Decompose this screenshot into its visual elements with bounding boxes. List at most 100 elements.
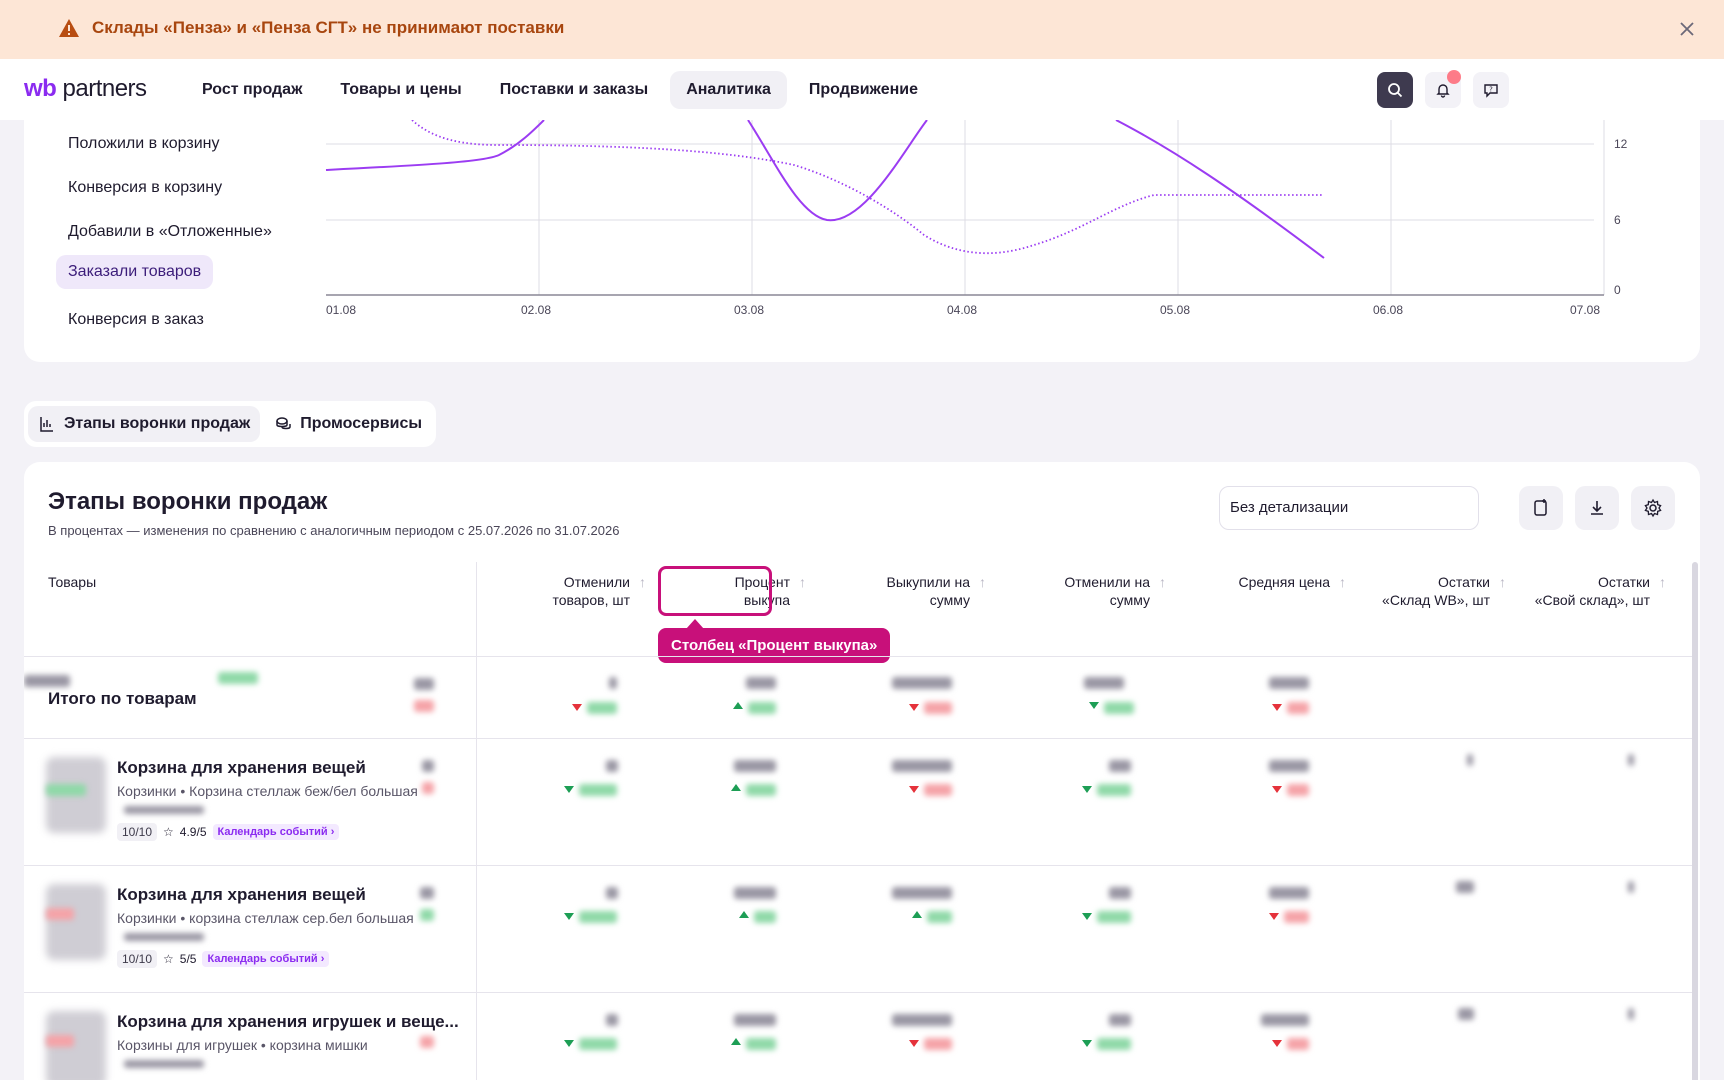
column-highlight bbox=[658, 566, 772, 616]
download-icon bbox=[1591, 501, 1603, 515]
blurred-value bbox=[734, 887, 776, 899]
x-tick-label: 01.08 bbox=[326, 303, 356, 317]
trend-up-arrow-icon bbox=[564, 786, 574, 793]
col-cancelled-qty[interactable]: Отменили товаров, шт ↑ bbox=[552, 574, 646, 608]
table-subtitle: В процентах — изменения по сравнению с а… bbox=[48, 523, 620, 538]
blurred-value bbox=[892, 677, 952, 689]
tab-funnel-stages[interactable]: Этапы воронки продаж bbox=[28, 406, 261, 442]
section-tabs: Этапы воронки продаж Промосервисы bbox=[24, 401, 437, 447]
column-tooltip: Столбец «Процент выкупа» bbox=[658, 619, 891, 663]
blurred-value bbox=[24, 675, 70, 687]
blurred-value bbox=[606, 1014, 618, 1026]
nav-sales-growth[interactable]: Рост продаж bbox=[202, 81, 303, 98]
download-button[interactable] bbox=[1575, 486, 1619, 530]
notifications-button[interactable] bbox=[1425, 70, 1461, 108]
trend-down-arrow-icon bbox=[1272, 1040, 1282, 1047]
y-tick-label: 0 bbox=[1614, 283, 1621, 297]
blurred-value bbox=[1109, 760, 1131, 772]
y-tick-label: 6 bbox=[1614, 213, 1621, 227]
trend-down-arrow-icon bbox=[909, 786, 919, 793]
blurred-value bbox=[420, 1036, 434, 1048]
trend-down-arrow-icon bbox=[909, 1040, 919, 1047]
blurred-value bbox=[579, 911, 617, 923]
event-calendar-link[interactable]: Календарь событий › bbox=[212, 824, 340, 840]
nav-products-prices[interactable]: Товары и цены bbox=[340, 81, 462, 98]
product-category: Корзины для игрушек • корзина мишки bbox=[117, 1037, 368, 1053]
blurred-value bbox=[746, 677, 776, 689]
close-icon[interactable] bbox=[1677, 19, 1697, 39]
blurred-value bbox=[748, 702, 776, 714]
trend-up-arrow-icon bbox=[1089, 702, 1099, 709]
blurred-value bbox=[1104, 702, 1134, 714]
trend-down-arrow-icon bbox=[1272, 786, 1282, 793]
table-scrollbar[interactable] bbox=[1692, 562, 1698, 1080]
metric-cart-conversion[interactable]: Конверсия в корзину bbox=[68, 179, 223, 196]
blurred-value bbox=[1287, 784, 1309, 796]
detail-select[interactable]: Без детализации bbox=[1219, 486, 1479, 530]
blurred-value bbox=[606, 760, 618, 772]
gear-icon bbox=[1644, 498, 1662, 518]
blurred-value bbox=[1287, 702, 1309, 714]
metric-added-to-cart[interactable]: Положили в корзину bbox=[68, 135, 220, 152]
blurred-value bbox=[1284, 911, 1309, 923]
product-meta: 10/10 ☆ 4.9/5 Календарь событий › bbox=[117, 823, 340, 841]
sort-arrow-icon: ↑ bbox=[639, 574, 646, 590]
blurred-value bbox=[1109, 887, 1131, 899]
metric-order-conversion[interactable]: Конверсия в заказ bbox=[68, 311, 204, 328]
blurred-value bbox=[734, 1014, 776, 1026]
settings-button[interactable] bbox=[1631, 486, 1675, 530]
banner-text: Склады «Пенза» и «Пенза СГТ» не принимаю… bbox=[92, 18, 565, 37]
product-category: Корзинки • корзина стеллаж сер.бел больш… bbox=[117, 910, 414, 926]
sheet-add-icon bbox=[1534, 499, 1547, 516]
col-stock-wb[interactable]: Остатки «Склад WB», шт ↑ bbox=[1382, 574, 1506, 608]
series-solid-line bbox=[325, 120, 1325, 259]
metric-ordered-products[interactable]: Заказали товаров bbox=[56, 255, 214, 289]
trend-down-arrow-icon bbox=[1269, 913, 1279, 920]
blurred-article bbox=[124, 933, 204, 941]
product-image[interactable] bbox=[46, 884, 106, 960]
nav-supplies-orders[interactable]: Поставки и заказы bbox=[499, 81, 649, 98]
blurred-value bbox=[1269, 760, 1309, 772]
product-category: Корзинки • Корзина стеллаж беж/бел больш… bbox=[117, 783, 418, 799]
blurred-value bbox=[1097, 784, 1131, 796]
blurred-value bbox=[1458, 1008, 1474, 1020]
blurred-value bbox=[414, 678, 434, 690]
support-chat-button[interactable]: ? bbox=[1473, 72, 1509, 108]
col-average-price[interactable]: Средняя цена ↑ bbox=[1238, 574, 1347, 590]
blurred-value bbox=[46, 1035, 74, 1047]
rating-value: 5/5 bbox=[179, 952, 197, 966]
blurred-value bbox=[579, 1038, 617, 1050]
product-name[interactable]: Корзина для хранения вещей bbox=[117, 885, 366, 904]
col-products[interactable]: Товары bbox=[48, 574, 97, 590]
event-calendar-link[interactable]: Календарь событий › bbox=[202, 951, 330, 967]
trend-up-arrow-icon bbox=[1082, 786, 1092, 793]
col-cancelled-sum[interactable]: Отменили на сумму ↑ bbox=[1064, 574, 1166, 608]
blurred-value bbox=[754, 911, 776, 923]
tab-promo-services[interactable]: Промосервисы bbox=[264, 406, 432, 442]
blurred-value bbox=[1628, 754, 1634, 766]
sort-arrow-icon: ↑ bbox=[1159, 574, 1166, 590]
metric-added-to-wishlist[interactable]: Добавили в «Отложенные» bbox=[68, 223, 272, 240]
nav-promotion[interactable]: Продвижение bbox=[808, 81, 918, 98]
x-tick-label: 06.08 bbox=[1373, 303, 1403, 317]
blurred-value bbox=[1109, 1014, 1131, 1026]
col-stock-own[interactable]: Остатки «Свой склад», шт ↑ bbox=[1534, 574, 1666, 608]
top-header: wb partners Рост продаж Товары и цены По… bbox=[0, 59, 1724, 120]
product-name[interactable]: Корзина для хранения вещей bbox=[117, 758, 366, 777]
blurred-value bbox=[1628, 1008, 1634, 1020]
blurred-value bbox=[924, 1038, 952, 1050]
trend-down-arrow-icon bbox=[909, 704, 919, 711]
line-chart: 01.08 02.08 03.08 04.08 05.08 06.08 07.0… bbox=[325, 120, 1628, 317]
nav-analytics[interactable]: Аналитика bbox=[670, 71, 787, 109]
search-button[interactable] bbox=[1377, 72, 1413, 108]
sort-arrow-icon: ↑ bbox=[1659, 574, 1666, 590]
logo[interactable]: wb partners bbox=[24, 75, 147, 102]
col-bought-sum[interactable]: Выкупили на сумму ↑ bbox=[886, 574, 986, 608]
trend-up-arrow-icon bbox=[564, 913, 574, 920]
product-name[interactable]: Корзина для хранения игрушек и веще... bbox=[117, 1012, 459, 1031]
export-sheet-button[interactable] bbox=[1519, 486, 1563, 530]
trend-up-arrow-icon bbox=[739, 911, 749, 918]
bell-icon bbox=[1436, 84, 1450, 98]
funnel-icon bbox=[40, 417, 53, 432]
col-buyout-percent[interactable]: Процент выкупа ↑ bbox=[734, 574, 806, 608]
